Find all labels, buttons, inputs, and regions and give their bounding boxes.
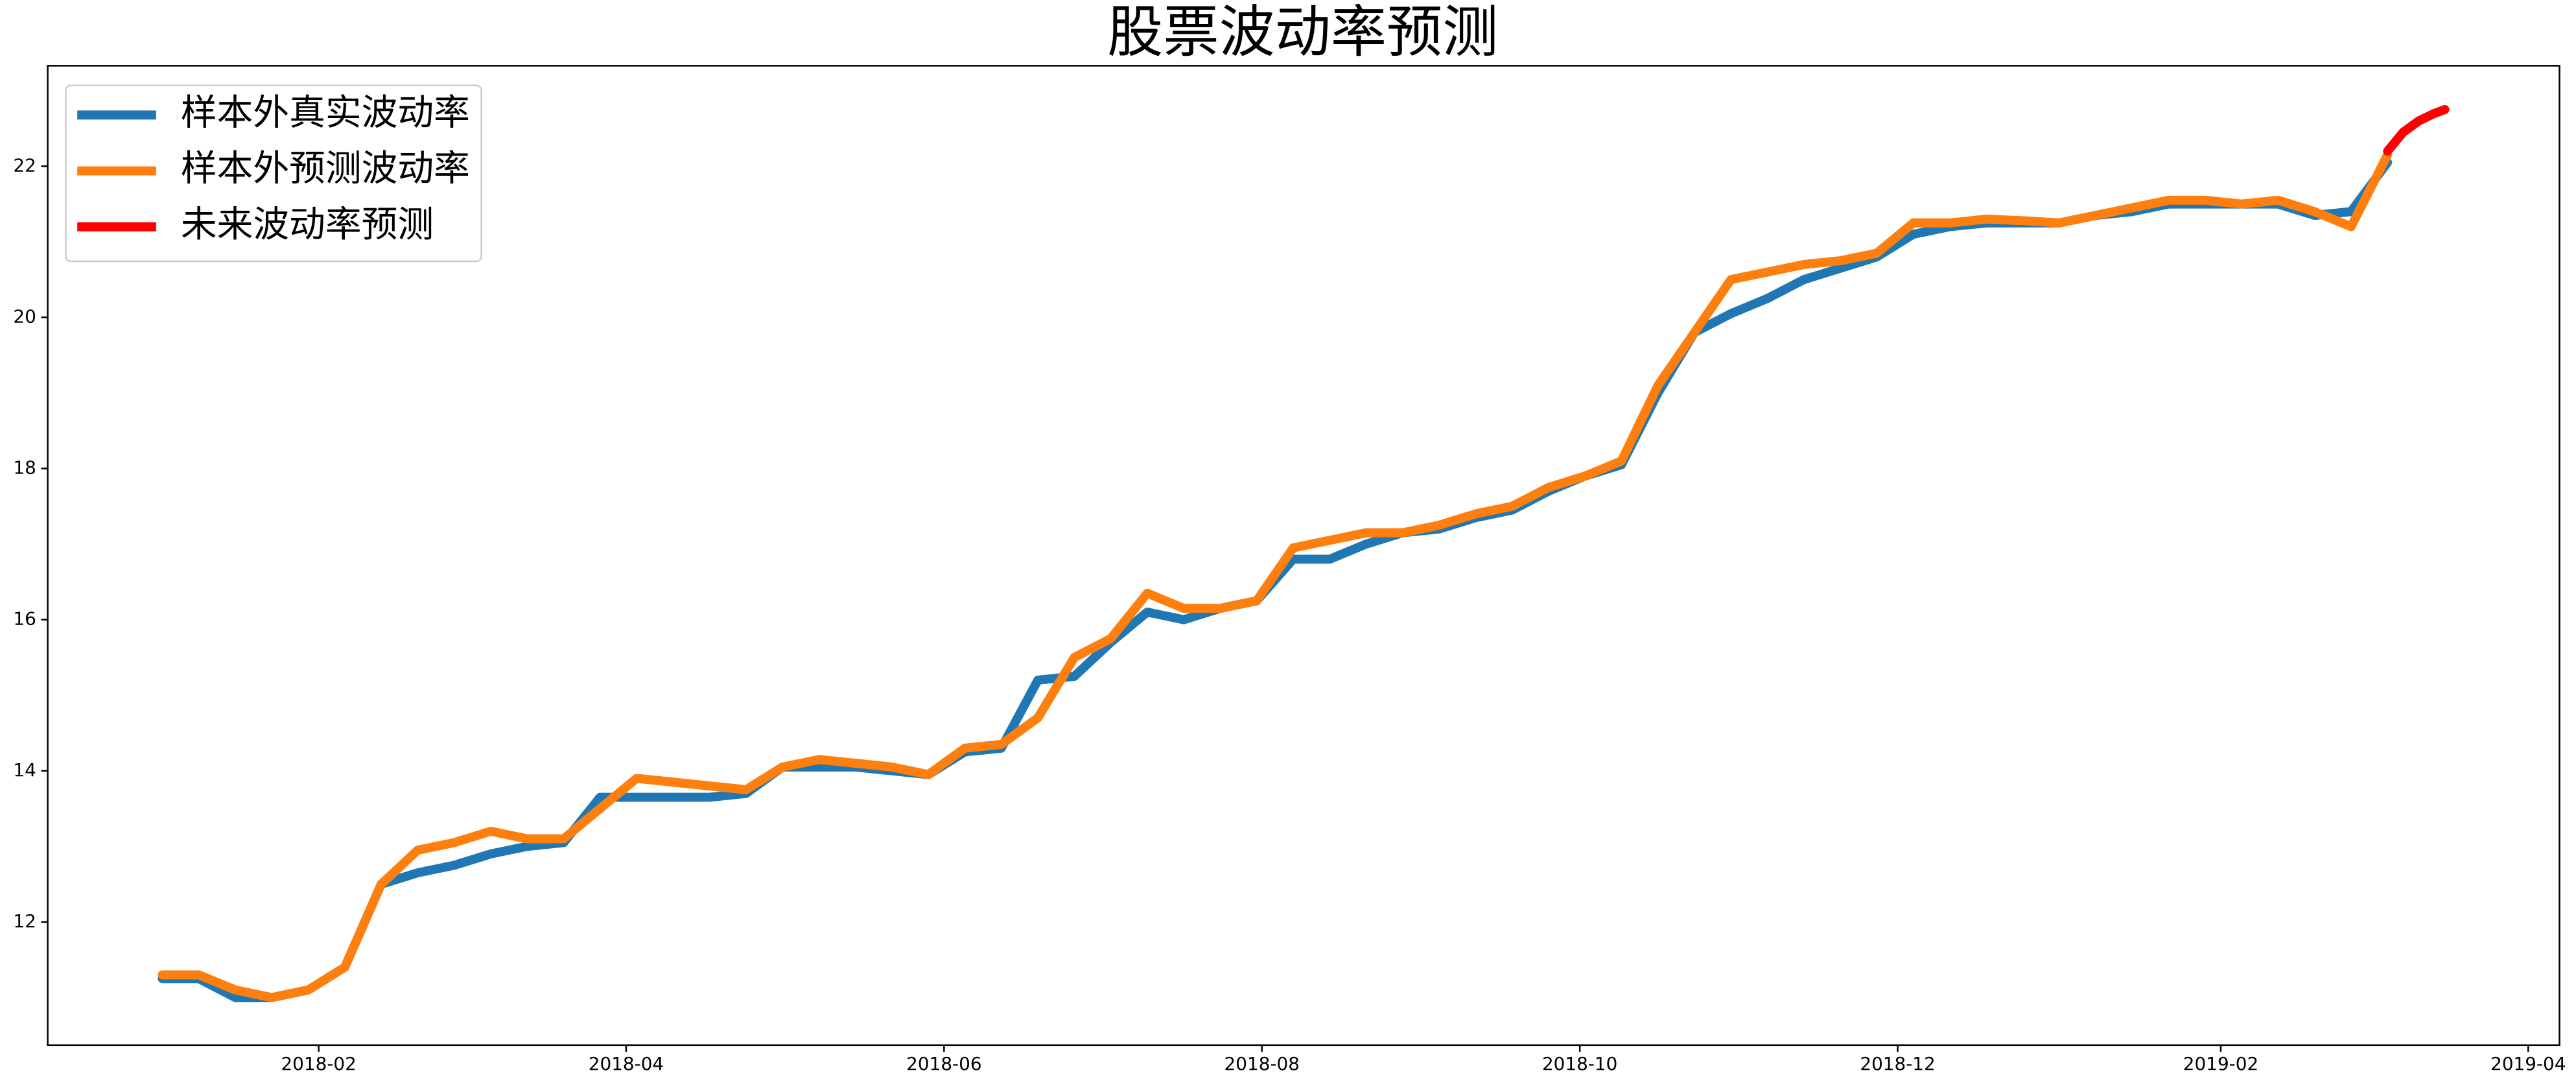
- legend-box: [65, 84, 482, 263]
- x-tick-label: 2018-08: [1224, 1053, 1300, 1074]
- x-tick-label: 2018-02: [281, 1053, 356, 1074]
- chart-title: 股票波动率预测: [1107, 0, 1498, 65]
- x-tick-label: 2019-04: [2490, 1053, 2566, 1074]
- x-tick-label: 2018-04: [589, 1053, 664, 1074]
- legend-label: 未来波动率预测: [181, 204, 434, 246]
- y-tick-label: 14: [13, 759, 36, 781]
- y-tick-label: 22: [13, 154, 36, 176]
- x-tick-label: 2018-06: [906, 1053, 981, 1074]
- series-line: [2383, 104, 2450, 156]
- y-tick-label: 20: [13, 305, 36, 327]
- legend-label: 样本外预测波动率: [181, 148, 470, 190]
- legend-label: 样本外真实波动率: [181, 92, 470, 134]
- plot-frame: [47, 65, 2560, 1047]
- y-tick-label: 16: [13, 608, 36, 630]
- series-line: [158, 150, 2393, 1002]
- y-tick-label: 12: [13, 910, 36, 932]
- x-tick-label: 2018-12: [1860, 1053, 1935, 1074]
- x-tick-label: 2019-02: [2183, 1053, 2258, 1074]
- x-tick-label: 2018-10: [1542, 1053, 1617, 1074]
- y-tick-label: 18: [13, 457, 36, 479]
